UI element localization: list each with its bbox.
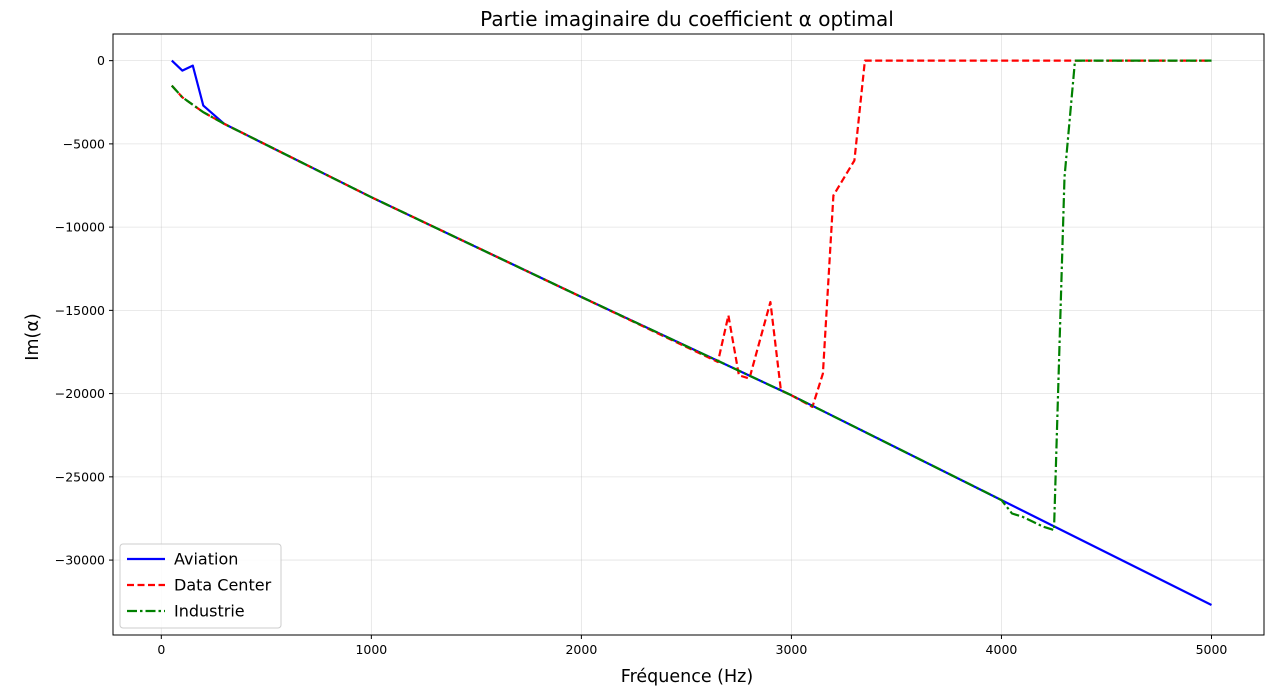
- series-line-industrie: [170, 59, 1212, 532]
- x-tick-label: 1000: [355, 642, 387, 657]
- x-tick-label: 3000: [776, 642, 808, 657]
- axis-ticks: 0 1000 2000 3000 4000 5000 0 −5000 −10000 −15000 −…: [55, 53, 1228, 657]
- legend: Aviation Data Center Industrie: [119, 543, 282, 629]
- y-tick-label: −5000: [63, 136, 105, 151]
- chart-title: Partie imaginaire du coefficient α optim…: [480, 7, 894, 31]
- y-tick-label: −20000: [55, 386, 105, 401]
- x-axis-title: Fréquence (Hz): [621, 667, 753, 687]
- legend-label: Data Center: [174, 576, 272, 595]
- y-tick-label: −10000: [55, 220, 105, 235]
- legend-label: Industrie: [174, 602, 245, 621]
- y-tick-label: −15000: [55, 303, 105, 318]
- y-tick-label: 0: [97, 53, 105, 68]
- plot-frame: [112, 33, 1265, 636]
- y-tick-label: −30000: [55, 553, 105, 568]
- y-axis-title: Im(α): [23, 313, 43, 360]
- x-tick-label: 4000: [986, 642, 1018, 657]
- x-tick-label: 0: [157, 642, 165, 657]
- series-lines: [170, 59, 1212, 606]
- x-tick-label: 2000: [565, 642, 597, 657]
- y-tick-label: −25000: [55, 469, 105, 484]
- x-tick-label: 5000: [1196, 642, 1228, 657]
- legend-box: [119, 543, 282, 629]
- series-line-data-center: [170, 59, 1212, 408]
- grid-lines: [113, 34, 1264, 635]
- legend-label: Aviation: [174, 550, 238, 569]
